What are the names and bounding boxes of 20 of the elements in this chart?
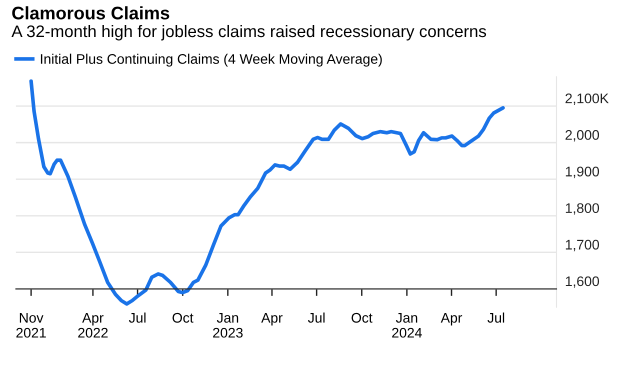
- y-tick-label: 2,100K: [566, 93, 609, 105]
- x-tick-label: Jul: [308, 312, 325, 323]
- chart-subtitle: A 32-month high for jobless claims raised recessionary concerns: [11, 24, 486, 40]
- x-tick-label: Jul: [128, 312, 146, 323]
- x-tick-label: Apr: [261, 313, 283, 326]
- y-tick-label: 1,700: [566, 240, 600, 252]
- x-tick-label: Jan 2024: [392, 313, 422, 338]
- y-tick-label: 1,800: [566, 203, 600, 215]
- x-tick-label: Oct: [172, 312, 194, 323]
- x-tick-label: Nov 2021: [16, 313, 46, 338]
- y-tick-label: 1,600: [566, 276, 600, 288]
- legend-label: Initial Plus Continuing Claims (4 Week Moving Average): [40, 54, 382, 67]
- x-tick-label: Apr: [440, 313, 462, 326]
- x-tick-label: Oct: [352, 312, 372, 323]
- y-tick-label: 1,900: [566, 166, 600, 178]
- x-tick-label: Jul: [488, 312, 504, 323]
- x-tick-label: Jan 2023: [213, 313, 243, 338]
- x-tick-label: Apr 2022: [78, 313, 108, 338]
- y-tick-label: 2,000: [566, 130, 600, 142]
- chart-title: Clamorous Claims: [12, 6, 170, 20]
